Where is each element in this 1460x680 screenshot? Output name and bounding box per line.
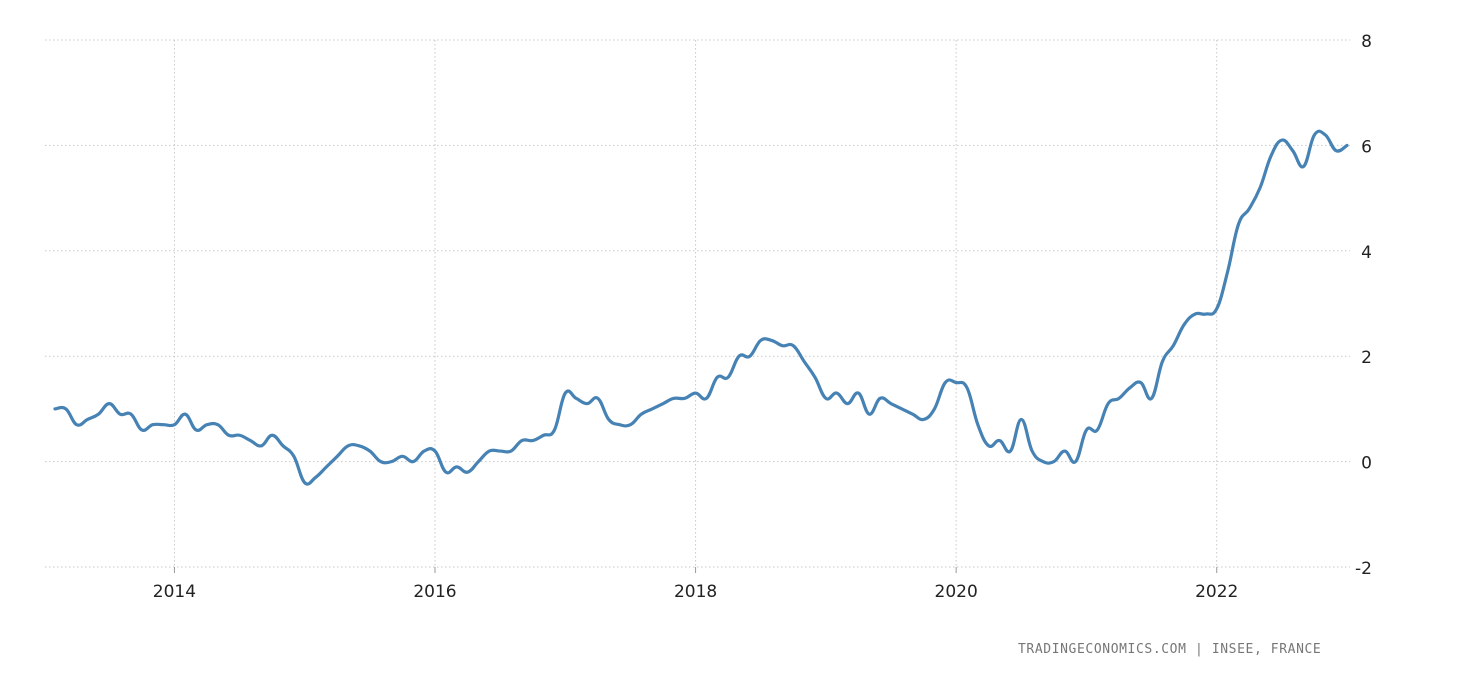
y-tick-label: 0 xyxy=(1361,454,1372,474)
source-credit: TRADINGECONOMICS.COM | INSEE, FRANCE xyxy=(1018,642,1322,657)
y-axis: -2 0 2 4 6 8 xyxy=(1355,32,1372,579)
x-tick-label: 2020 xyxy=(935,582,978,602)
y-tick-label: 8 xyxy=(1361,32,1372,52)
y-tick-label: -2 xyxy=(1355,559,1372,579)
y-tick-label: 2 xyxy=(1361,348,1372,368)
x-tick-label: 2022 xyxy=(1195,582,1238,602)
x-tick-label: 2016 xyxy=(413,582,456,602)
series-line xyxy=(53,129,1349,486)
x-tick-label: 2014 xyxy=(153,582,196,602)
grid xyxy=(45,39,1350,573)
y-tick-label: 6 xyxy=(1361,137,1372,157)
x-tick-label: 2018 xyxy=(674,582,717,602)
x-axis: 2014 2016 2018 2020 2022 xyxy=(153,582,1239,602)
y-tick-label: 4 xyxy=(1361,243,1372,263)
